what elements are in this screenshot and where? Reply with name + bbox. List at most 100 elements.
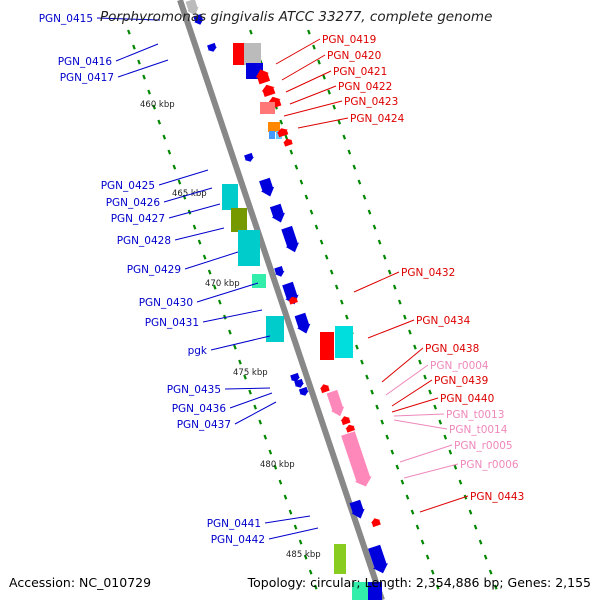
leader-line	[381, 347, 424, 383]
scale-dot	[468, 509, 473, 515]
leader-line	[96, 17, 161, 21]
scale-dot	[284, 134, 289, 140]
scale-dot	[360, 359, 364, 365]
gene-PGN_0441-glyph	[349, 499, 365, 519]
kbp-label: 480 kbp	[260, 460, 295, 470]
leader-line	[275, 38, 321, 65]
gene-PGN_0428-glyph	[238, 230, 260, 266]
gene-PGN_0427-glyph	[231, 208, 247, 232]
scale-dot	[458, 479, 463, 485]
gene-PGN_0424-glyph	[268, 122, 280, 132]
kbp-label: 460 kbp	[140, 100, 175, 110]
scale-dot	[308, 569, 313, 575]
leader-line	[184, 251, 239, 270]
leader-line	[391, 397, 439, 413]
leader-line	[367, 319, 415, 339]
scale-dot	[162, 134, 167, 140]
kbp-label: 475 kbp	[233, 368, 268, 378]
gene-PGN_0431-glyph	[294, 312, 311, 334]
gene-PGN_0440-glyph	[345, 424, 355, 433]
scale-dot	[337, 119, 342, 125]
scale-dot	[362, 194, 367, 200]
gene-label-PGN_0423: PGN_0423	[344, 96, 398, 108]
leader-line	[117, 59, 169, 78]
scale-dot	[365, 374, 369, 380]
scale-dot	[443, 434, 448, 440]
leader-line	[202, 309, 263, 323]
leader-line	[224, 387, 271, 390]
scale-dot	[294, 164, 299, 170]
gene-label-PGN_0437: PGN_0437	[177, 419, 231, 431]
scale-dot	[152, 104, 156, 110]
scale-dot	[433, 404, 437, 410]
leader-line	[283, 100, 343, 117]
leader-line	[285, 70, 332, 93]
kbp-label: 485 kbp	[286, 550, 321, 560]
scale-dot	[428, 389, 432, 395]
gene-PGN_0415-glyph	[193, 14, 204, 25]
scale-dot	[387, 269, 392, 275]
scale-dot	[448, 449, 453, 455]
scale-dot	[192, 224, 197, 230]
gene-label-PGN_0421: PGN_0421	[333, 66, 387, 78]
scale-dot	[352, 164, 357, 170]
gene-PGN_0430-glyph	[252, 274, 266, 288]
gene-PGN_0419-glyph	[233, 43, 246, 65]
gene-label-PGN_0440: PGN_0440	[440, 393, 494, 405]
leader-line	[393, 413, 445, 417]
scale-dot	[212, 284, 217, 290]
leader-line	[196, 282, 259, 303]
gene-PGN_0423-glyph	[260, 102, 275, 114]
gene-label-PGN_0416: PGN_0416	[58, 56, 113, 68]
gene-label-PGN_0435: PGN_0435	[167, 384, 221, 396]
scale-dot	[483, 554, 488, 560]
gene-label-PGN_r0004: PGN_r0004	[430, 360, 489, 372]
gene-PGN_0425-glyph	[244, 152, 255, 162]
scale-dot	[319, 239, 324, 245]
scale-dot	[382, 254, 387, 260]
leader-line	[168, 203, 221, 219]
scale-dot	[147, 89, 151, 95]
gene-PGN_0427-glyph	[269, 203, 285, 223]
scale-dot	[478, 539, 483, 545]
scale-dot	[238, 359, 242, 365]
gene-PGN_0443-glyph	[370, 518, 381, 528]
gene-label-PGN_0432: PGN_0432	[401, 267, 455, 279]
leader-line	[210, 335, 271, 351]
scale-dot	[357, 179, 362, 185]
scale-dot	[273, 464, 278, 470]
scale-dot	[279, 119, 284, 125]
gene-label-PGN_0420: PGN_0420	[327, 50, 381, 62]
scale-dot	[408, 329, 412, 335]
scale-dot	[329, 269, 334, 275]
gene-label-PGN_0417: PGN_0417	[60, 72, 114, 84]
scale-dot	[217, 299, 222, 305]
scale-dot	[385, 434, 390, 440]
scale-dot	[334, 284, 339, 290]
scale-dot	[312, 44, 316, 50]
scale-dot	[299, 179, 304, 185]
gene-PGN_r0005-glyph	[341, 431, 372, 487]
scale-dot	[380, 419, 385, 425]
leader-line	[297, 117, 349, 129]
scale-dot	[132, 44, 136, 50]
gene-label-PGN_0430: PGN_0430	[139, 297, 193, 309]
gene-PGN_0435-glyph	[290, 372, 301, 382]
gene-label-PGN_0424: PGN_0424	[350, 113, 405, 125]
gene-PGN_0421-glyph	[255, 69, 271, 85]
scale-dot	[278, 479, 283, 485]
gene-PGN_0420-glyph	[244, 43, 261, 65]
gene-PGN_0432-glyph	[288, 296, 298, 305]
scale-dot	[347, 149, 352, 155]
leader-line	[158, 169, 209, 186]
gene-label-PGN_0425: PGN_0425	[101, 180, 155, 192]
gene-label-PGN_0427: PGN_0427	[111, 213, 165, 225]
scale-dot	[243, 374, 247, 380]
gene-PGN_0438-glyph	[319, 384, 330, 394]
gene-label-PGN_0428: PGN_0428	[117, 235, 171, 247]
gene-PGN_0429-glyph	[274, 266, 285, 277]
leader-line	[419, 495, 469, 513]
leader-line	[393, 419, 448, 430]
scale-dot	[197, 239, 202, 245]
